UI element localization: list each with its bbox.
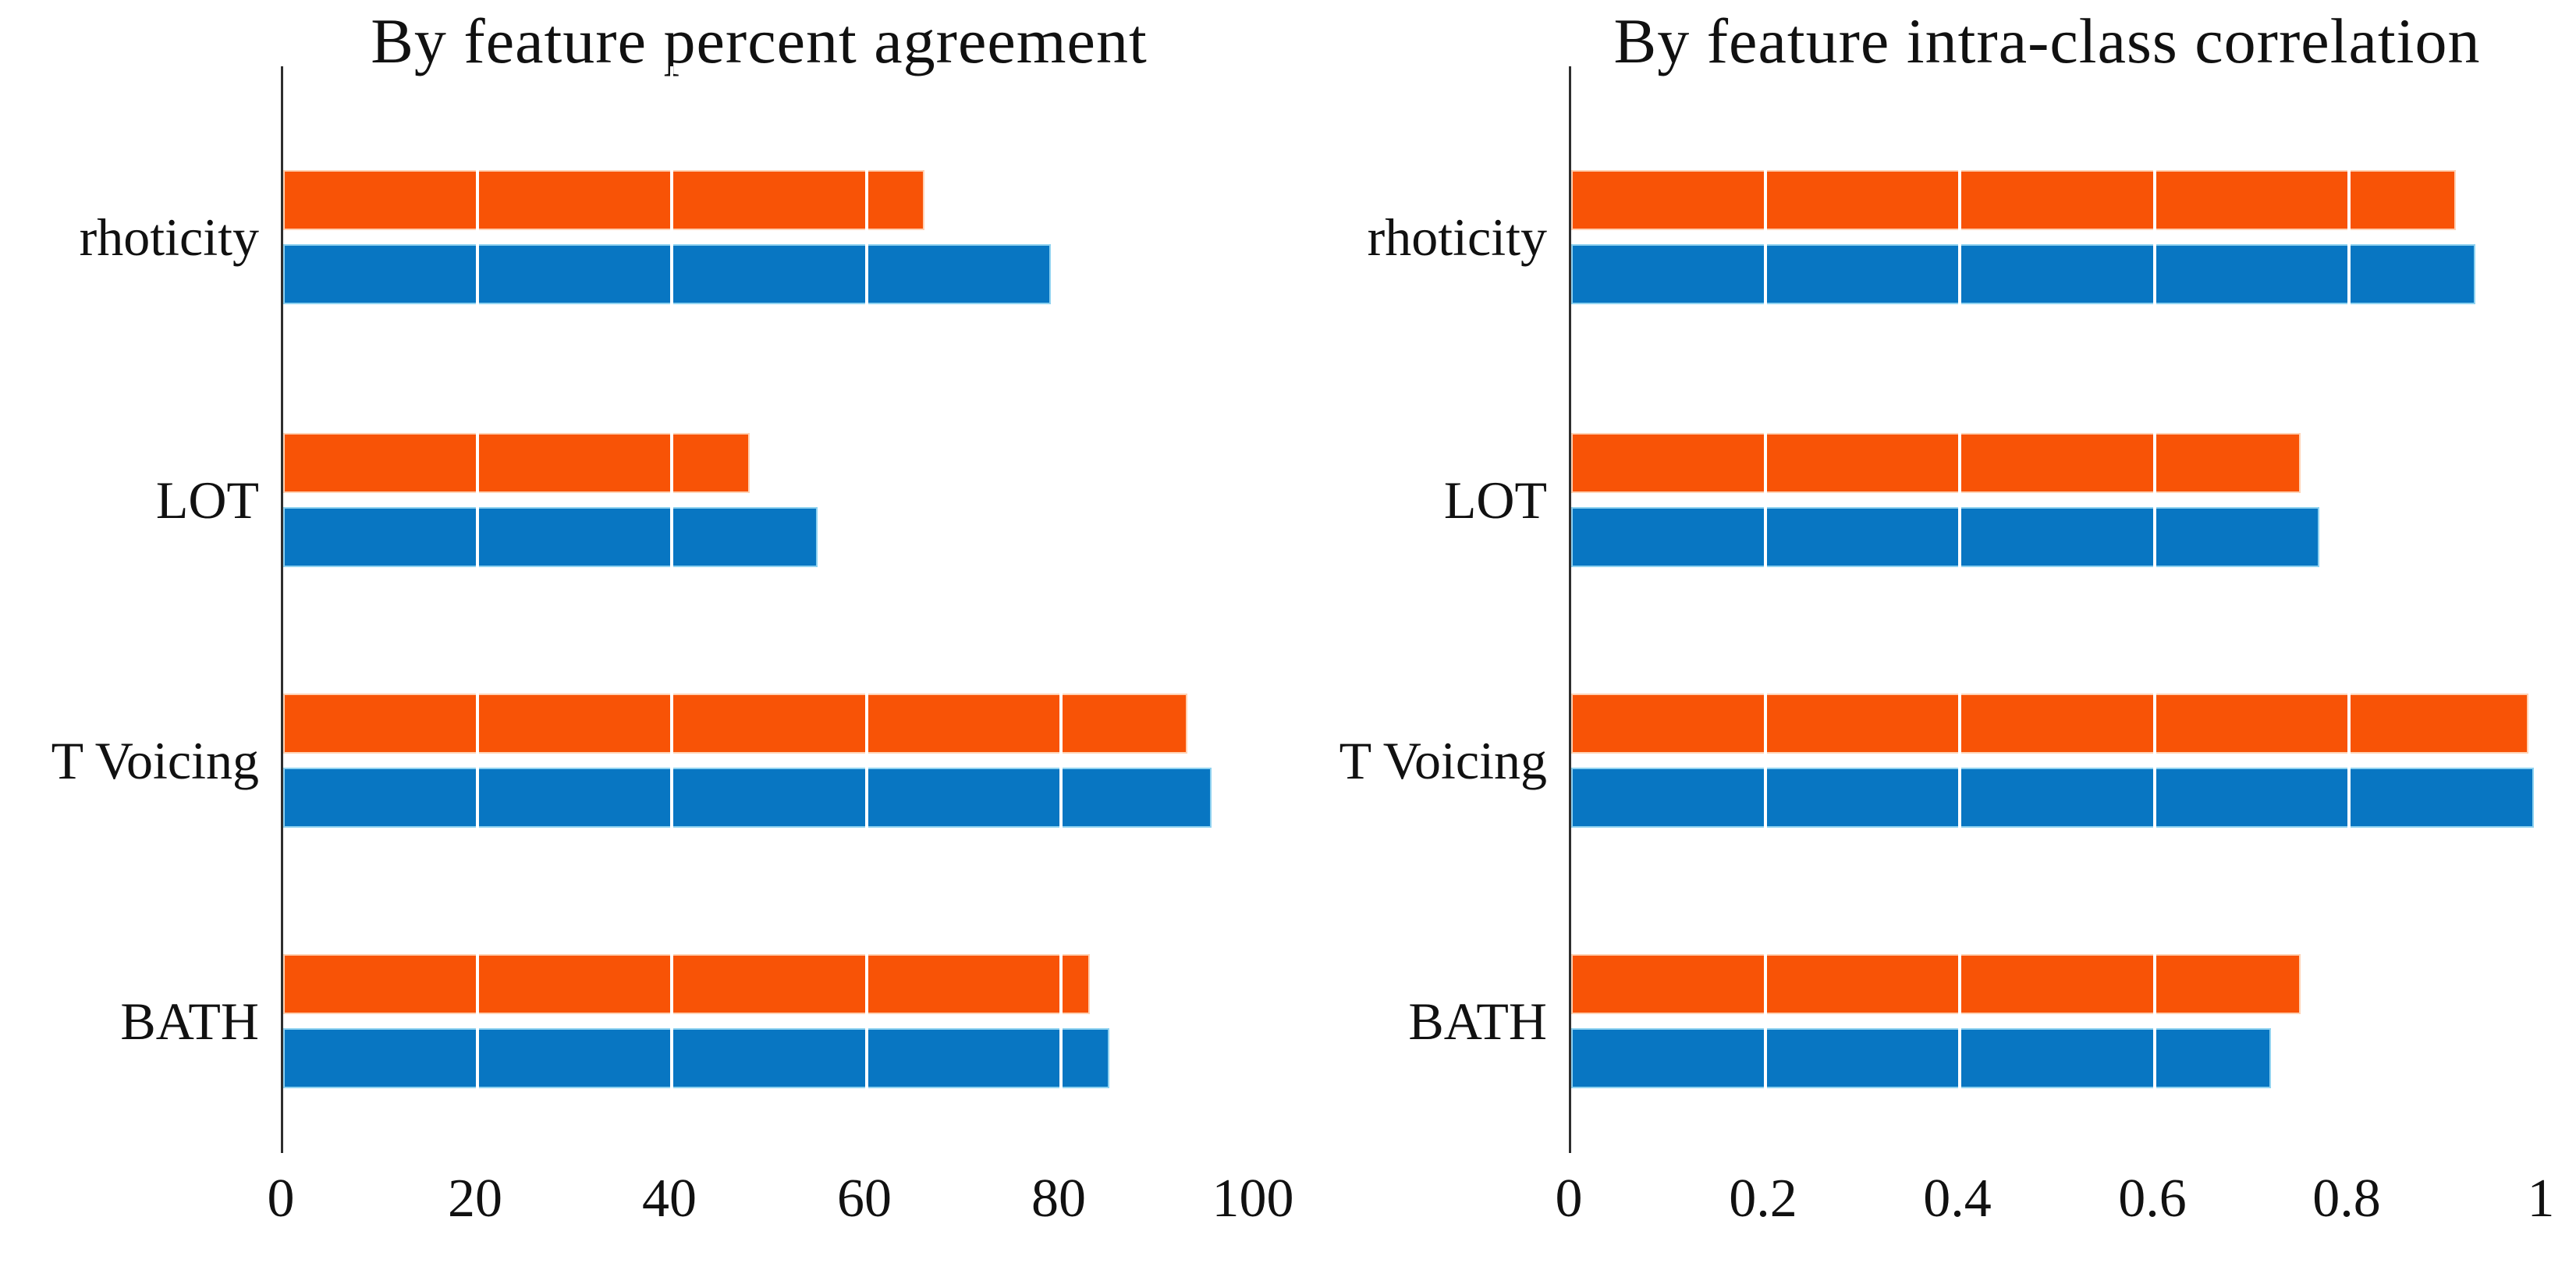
bar-blue-series-rhoticity	[1571, 244, 2475, 304]
category-label: LOT	[155, 470, 259, 530]
chart-title: By feature intra-class correlation	[1613, 5, 2481, 76]
bar-blue-series-lot	[283, 507, 818, 567]
category-label: T Voicing	[1339, 731, 1547, 790]
x-tick-label: 60	[837, 1169, 892, 1229]
gridline	[1958, 66, 1961, 1153]
bar-orange-series-lot	[1571, 433, 2301, 493]
gridline	[2153, 66, 2156, 1153]
category-label: BATH	[1408, 992, 1547, 1051]
bar-orange-series-bath	[1571, 954, 2301, 1014]
plot-area	[1569, 66, 2543, 1153]
gridline	[476, 66, 479, 1153]
category-label: LOT	[1443, 470, 1547, 530]
x-tick-label: 40	[642, 1169, 697, 1229]
x-tick-label: 0.8	[2312, 1169, 2381, 1229]
x-tick-label: 100	[1212, 1169, 1294, 1229]
gridline	[670, 66, 673, 1153]
bar-orange-series-rhoticity	[1571, 170, 2456, 230]
gridline	[865, 66, 868, 1153]
x-tick-label: 0.2	[1729, 1169, 1797, 1229]
category-label: rhoticity	[1367, 208, 1547, 267]
x-tick-label: 20	[448, 1169, 502, 1229]
chart-panel-percent-agreement: By feature percent agreement rhoticity LO…	[51, 5, 1294, 1229]
x-tick-label: 0	[267, 1169, 295, 1229]
bar-orange-series-rhoticity	[283, 170, 924, 230]
plot-area	[281, 66, 1255, 1153]
chart-panel-intraclass-correlation: By feature intra-class correlation rhoti…	[1288, 0, 2576, 1263]
bar-blue-series-bath	[1571, 1028, 2271, 1088]
gridline	[2347, 66, 2351, 1153]
category-label: T Voicing	[51, 731, 259, 790]
chart-title: By feature percent agreement	[371, 5, 1148, 76]
category-label: BATH	[120, 992, 259, 1051]
gridline	[1764, 66, 1767, 1153]
category-label: rhoticity	[79, 208, 259, 267]
bar-orange-series-lot	[283, 433, 750, 493]
bar-orange-series-bath	[283, 954, 1090, 1014]
x-tick-label: 80	[1031, 1169, 1086, 1229]
x-tick-label: 0	[1555, 1169, 1583, 1229]
x-tick-label: 1	[2527, 1169, 2555, 1229]
bar-blue-series-t-voicing	[283, 768, 1212, 828]
bar-blue-series-bath	[283, 1028, 1109, 1088]
bar-orange-series-t-voicing	[283, 694, 1187, 754]
bar-blue-series-rhoticity	[283, 244, 1051, 304]
gridline	[1059, 66, 1063, 1153]
bar-orange-series-t-voicing	[1571, 694, 2528, 754]
bar-blue-series-lot	[1571, 507, 2319, 567]
bar-blue-series-t-voicing	[1571, 768, 2534, 828]
x-tick-label: 0.4	[1923, 1169, 1992, 1229]
x-tick-label: 0.6	[2118, 1169, 2187, 1229]
